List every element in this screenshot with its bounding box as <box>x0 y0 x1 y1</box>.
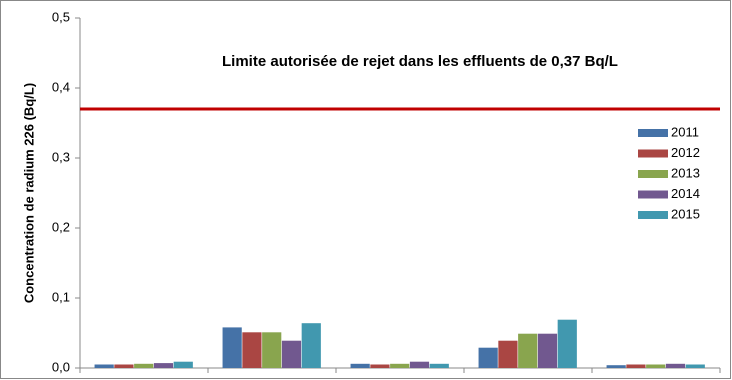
bar <box>153 363 174 368</box>
bar <box>537 333 558 368</box>
bar <box>685 364 705 368</box>
y-tick-label: 0,4 <box>52 79 70 94</box>
bar <box>242 332 262 368</box>
legend-label: 2013 <box>671 165 700 180</box>
bar <box>498 340 518 368</box>
bar <box>262 332 282 368</box>
y-tick-label: 0,5 <box>52 9 70 24</box>
legend-label: 2011 <box>671 124 699 139</box>
bar <box>665 363 686 368</box>
bar <box>94 364 114 368</box>
legend-swatch <box>638 211 668 219</box>
legend-swatch <box>638 129 668 137</box>
y-tick-label: 0,2 <box>52 219 70 234</box>
legend-label: 2014 <box>671 186 700 201</box>
legend-swatch <box>638 190 668 199</box>
bar <box>409 361 430 368</box>
legend-label: 2015 <box>671 206 700 221</box>
legend-swatch <box>638 170 668 178</box>
bar <box>478 347 498 368</box>
bar <box>390 363 410 368</box>
bar <box>557 319 577 368</box>
bar <box>301 323 321 368</box>
bar <box>646 364 666 368</box>
legend-swatch <box>638 149 668 158</box>
reference-label: Limite autorisée de rejet dans les efflu… <box>222 53 618 70</box>
y-tick-label: 0,0 <box>52 359 70 374</box>
bar <box>114 364 134 368</box>
bar <box>518 333 538 368</box>
bar <box>350 363 370 368</box>
bar <box>134 363 154 368</box>
bar <box>222 327 242 368</box>
y-tick-label: 0,3 <box>52 149 70 164</box>
bar <box>626 364 646 368</box>
legend-label: 2012 <box>671 145 700 160</box>
bar <box>606 365 626 368</box>
y-tick-label: 0,1 <box>52 289 70 304</box>
bar <box>370 364 390 368</box>
y-axis-label: Concentration de radium 226 (Bq/L) <box>21 83 36 303</box>
bar <box>173 361 193 368</box>
bar <box>429 363 449 368</box>
bar <box>281 340 302 368</box>
